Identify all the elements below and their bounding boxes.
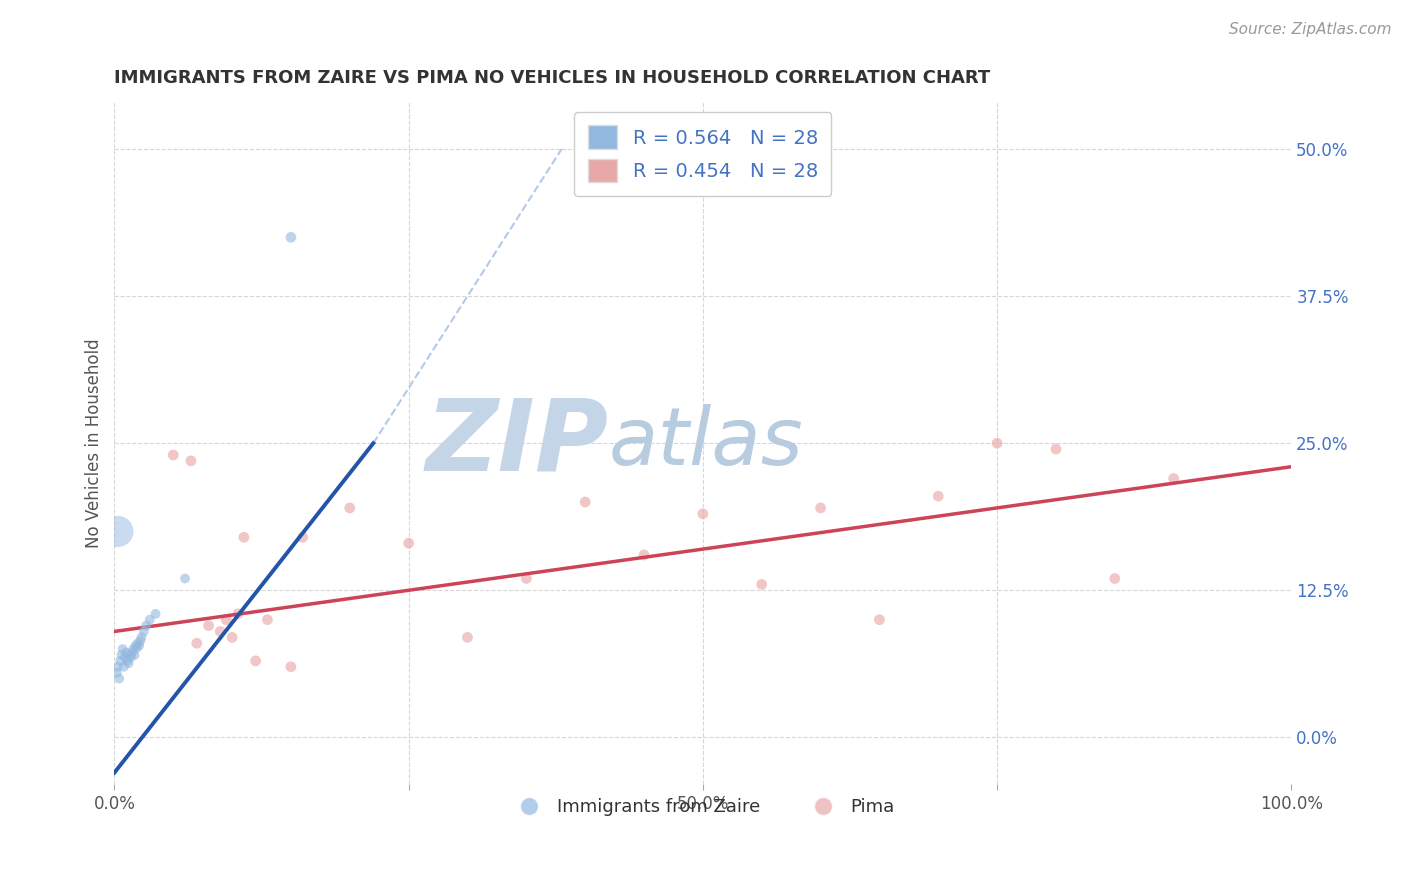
Point xyxy=(456,631,478,645)
Legend: Immigrants from Zaire, Pima: Immigrants from Zaire, Pima xyxy=(505,790,901,823)
Text: atlas: atlas xyxy=(609,404,803,483)
Point xyxy=(138,613,160,627)
Point xyxy=(112,659,135,673)
Point xyxy=(197,618,219,632)
Point xyxy=(245,654,267,668)
Point xyxy=(1104,572,1126,586)
Point xyxy=(131,631,153,645)
Point xyxy=(232,530,254,544)
Point xyxy=(751,577,773,591)
Point xyxy=(810,500,832,515)
Point xyxy=(174,572,197,586)
Point xyxy=(135,618,157,632)
Point xyxy=(105,665,128,680)
Y-axis label: No Vehicles in Household: No Vehicles in Household xyxy=(86,338,103,548)
Point xyxy=(122,642,145,657)
Point xyxy=(692,507,714,521)
Point xyxy=(124,639,146,653)
Point xyxy=(180,454,202,468)
Point xyxy=(209,624,232,639)
Point xyxy=(120,650,142,665)
Text: ZIP: ZIP xyxy=(426,394,609,491)
Point xyxy=(215,613,238,627)
Point xyxy=(1045,442,1067,456)
Point xyxy=(633,548,655,562)
Point xyxy=(125,640,148,655)
Point xyxy=(128,639,150,653)
Point xyxy=(256,613,278,627)
Point xyxy=(117,654,139,668)
Text: Source: ZipAtlas.com: Source: ZipAtlas.com xyxy=(1229,22,1392,37)
Point xyxy=(107,524,129,539)
Point xyxy=(291,530,314,544)
Point xyxy=(574,495,596,509)
Point xyxy=(121,646,143,660)
Point xyxy=(515,572,537,586)
Point xyxy=(186,636,208,650)
Point xyxy=(111,642,134,657)
Point xyxy=(118,648,141,662)
Point xyxy=(117,657,139,671)
Point xyxy=(280,230,302,244)
Point xyxy=(280,659,302,673)
Point xyxy=(221,631,243,645)
Point xyxy=(110,654,132,668)
Point xyxy=(114,650,136,665)
Point xyxy=(162,448,184,462)
Point xyxy=(145,607,167,621)
Text: IMMIGRANTS FROM ZAIRE VS PIMA NO VEHICLES IN HOUSEHOLD CORRELATION CHART: IMMIGRANTS FROM ZAIRE VS PIMA NO VEHICLE… xyxy=(114,69,991,87)
Point xyxy=(339,500,361,515)
Point xyxy=(132,624,155,639)
Point xyxy=(226,607,249,621)
Point xyxy=(1163,471,1185,485)
Point xyxy=(124,648,146,662)
Point xyxy=(110,648,132,662)
Point xyxy=(107,659,129,673)
Point xyxy=(115,646,138,660)
Point xyxy=(868,613,890,627)
Point xyxy=(127,636,149,650)
Point xyxy=(108,672,131,686)
Point xyxy=(398,536,420,550)
Point xyxy=(129,633,152,648)
Point xyxy=(927,489,949,503)
Point xyxy=(986,436,1008,450)
